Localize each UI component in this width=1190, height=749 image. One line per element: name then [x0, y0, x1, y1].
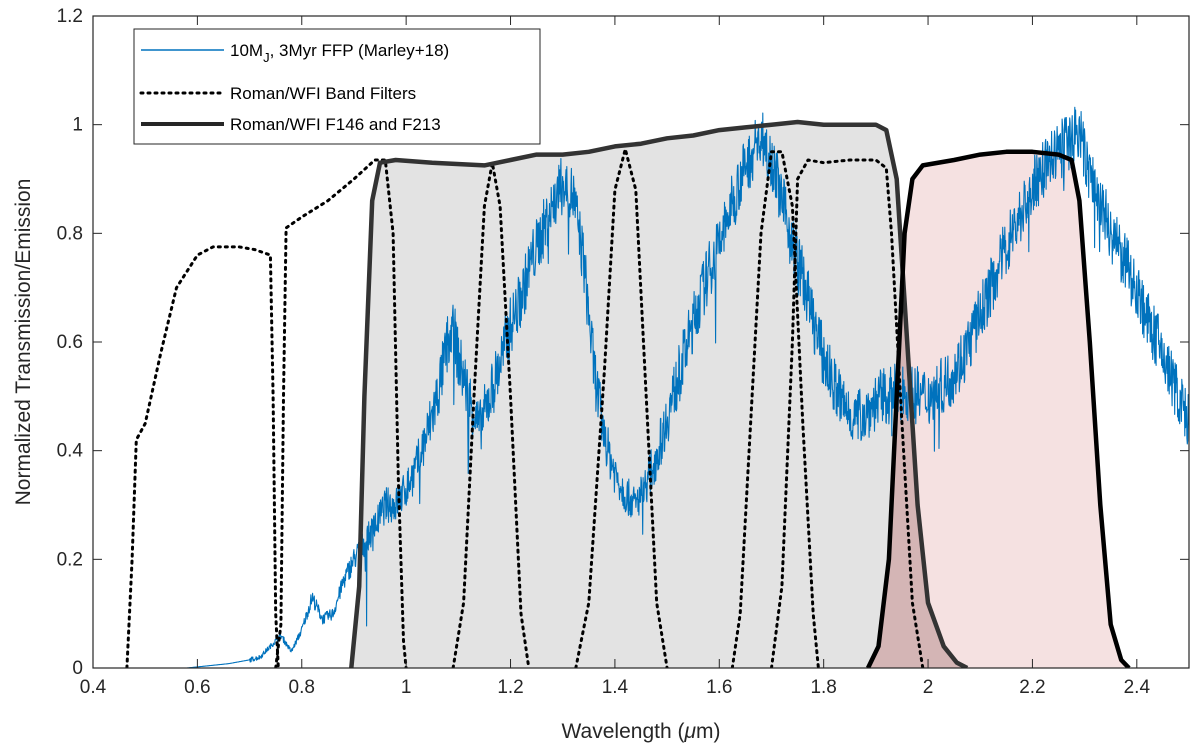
x-tick-label: 0.4: [80, 677, 107, 698]
y-tick-label: 0.2: [57, 549, 83, 570]
band-filter-curve: [574, 147, 669, 668]
band-filter-curve: [770, 158, 925, 668]
y-axis-label: Normalized Transmission/Emission: [12, 179, 35, 506]
y-tick-label: 0.4: [57, 441, 84, 462]
y-tick-label: 0.8: [57, 223, 83, 244]
wide-filters-layer: [349, 119, 1131, 668]
legend-entry-wide-filters: Roman/WFI F146 and F213: [230, 115, 441, 134]
x-tick-label: 1.8: [810, 677, 836, 698]
band-filter-curve: [730, 150, 820, 668]
legend: 10MJ, 3Myr FFP (Marley+18) Roman/WFI Ban…: [133, 28, 541, 145]
filter-fills: [351, 122, 1129, 668]
x-tick-label: 0.6: [184, 677, 210, 698]
spectrum-line: [93, 106, 1189, 668]
x-tick-label: 1.2: [497, 677, 523, 698]
x-tick-label: 0.8: [289, 677, 315, 698]
x-tick-label: 1.6: [706, 677, 732, 698]
x-axis-label: Wavelength (μm): [562, 720, 721, 743]
x-tick-label: 2: [923, 677, 934, 698]
f213-curve: [865, 149, 1131, 668]
band-filters-layer: [125, 147, 925, 668]
f213-fill: [868, 151, 1129, 668]
y-tick-label: 0.6: [57, 332, 83, 353]
x-tick-label: 1: [401, 677, 412, 698]
band-filter-curve: [125, 245, 280, 668]
x-tick-label: 2.4: [1124, 677, 1151, 698]
f146-fill: [351, 122, 968, 668]
f146-curve: [349, 119, 969, 668]
band-filter-curve: [274, 158, 408, 668]
legend-entry-spectrum: 10MJ, 3Myr FFP (Marley+18): [230, 41, 449, 65]
x-tick-label: 1.4: [602, 677, 629, 698]
y-tick-label: 0: [72, 658, 83, 679]
spectrum-layer: [93, 106, 1189, 668]
legend-entry-band-filters: Roman/WFI Band Filters: [230, 84, 416, 103]
y-tick-label: 1.2: [57, 6, 83, 27]
x-tick-label: 2.2: [1019, 677, 1045, 698]
y-tick-label: 1: [72, 115, 83, 136]
axis-ticks: 0.4 0.6 0.8 1 1.2 1.4 1.6 1.8 2 2.2 2.4 0 0.2 0.4 0.6 0…: [57, 6, 1189, 698]
